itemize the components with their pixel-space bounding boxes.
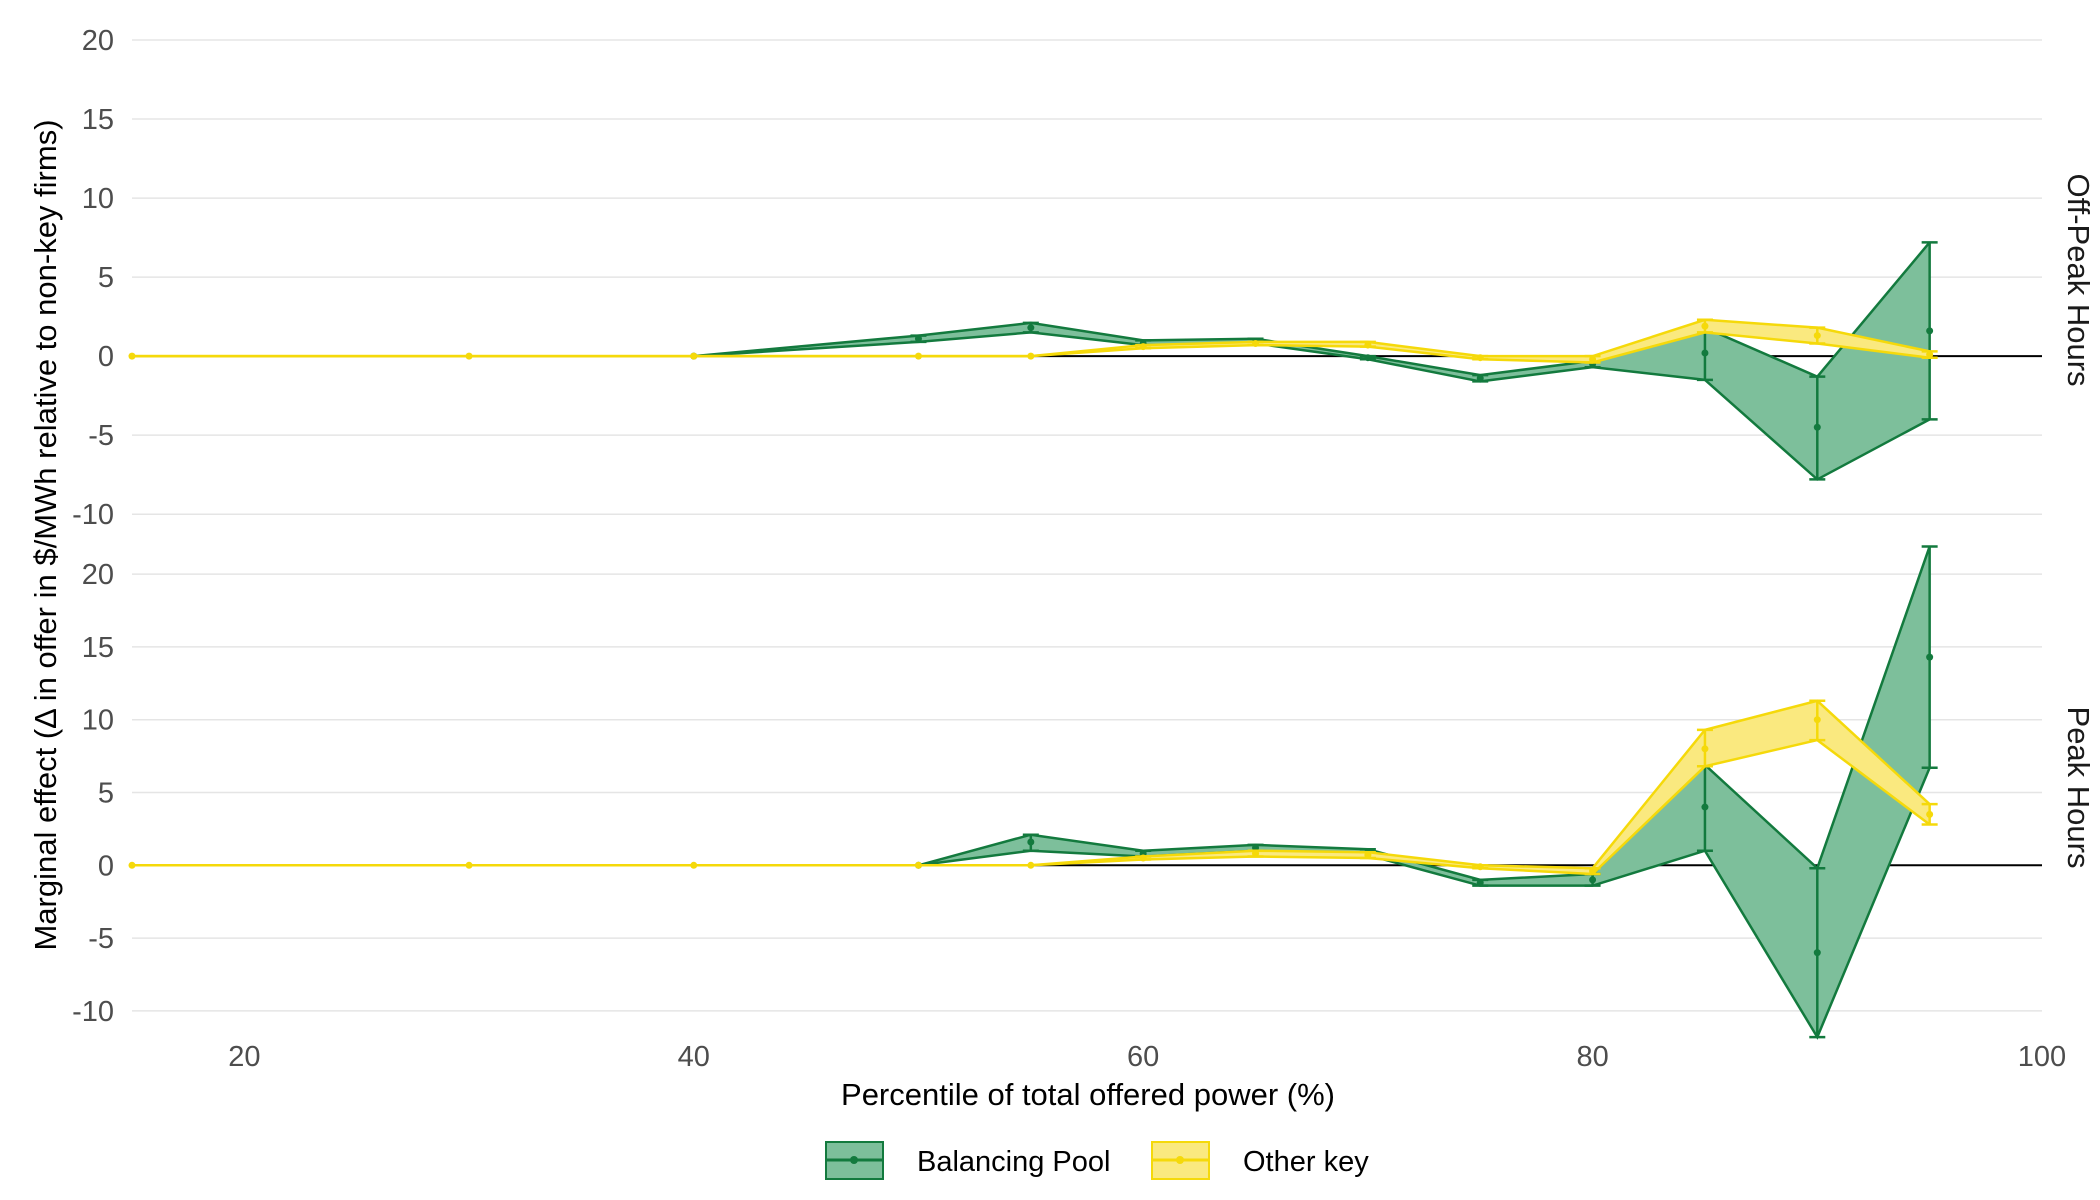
panel-peak-hours: -10 -5 0 5 10 15 20 Peak Hours	[72, 545, 2096, 1040]
data-point	[1813, 716, 1821, 724]
data-point	[1476, 374, 1484, 382]
facet-label: Off-Peak Hours	[2061, 173, 2096, 386]
data-point	[1926, 351, 1934, 359]
series-other-key	[128, 699, 1938, 876]
band-upper-line	[918, 546, 1931, 882]
y-tick-label: 5	[98, 778, 114, 810]
y-tick-label: -10	[72, 996, 114, 1028]
confidence-band	[918, 546, 1930, 1038]
data-point	[1813, 949, 1821, 957]
x-tick-label: 100	[2018, 1041, 2066, 1073]
data-point	[1813, 423, 1821, 431]
data-point	[1926, 810, 1934, 818]
data-point	[1027, 861, 1035, 869]
data-point	[1589, 876, 1597, 884]
data-point	[1476, 863, 1484, 871]
y-tick-label: 5	[98, 262, 114, 294]
x-tick-label: 60	[1127, 1041, 1159, 1073]
x-tick-label: 40	[678, 1041, 710, 1073]
data-point	[1589, 867, 1597, 875]
panel-off-peak-hours: -10 -5 0 5 10 15 20 Off-Peak Hours	[72, 25, 2096, 531]
data-point	[1926, 653, 1934, 661]
chart-panels: -10 -5 0 5 10 15 20 Off-Peak Hours -10 -5 0 5 10 15 20…	[72, 25, 2096, 1040]
y-tick-label: 10	[82, 183, 114, 215]
legend-label-other-key: Other key	[1243, 1146, 1369, 1178]
x-tick-label: 20	[228, 1041, 260, 1073]
series-other-key	[128, 318, 1938, 364]
data-point	[1589, 355, 1597, 363]
data-point	[1476, 879, 1484, 887]
data-point	[1364, 341, 1372, 349]
x-axis: 20 40 60 80 100	[228, 1041, 2066, 1073]
data-point	[1252, 850, 1260, 858]
data-point	[1139, 854, 1147, 862]
legend: Balancing Pool Other key	[825, 1141, 1369, 1180]
data-point	[1926, 327, 1934, 335]
data-point	[128, 352, 136, 360]
data-point	[1139, 343, 1147, 351]
confidence-band	[693, 242, 1930, 480]
data-point	[1027, 352, 1035, 360]
data-point	[1701, 745, 1709, 753]
data-point	[1701, 803, 1709, 811]
data-point	[1813, 332, 1821, 340]
data-point	[465, 352, 473, 360]
y-tick-label: 0	[98, 850, 114, 882]
data-point	[1252, 339, 1260, 347]
data-point	[690, 861, 698, 869]
data-point	[914, 861, 922, 869]
legend-key-balancing-pool	[825, 1141, 884, 1180]
data-point	[1701, 322, 1709, 330]
data-point	[1364, 354, 1372, 362]
data-point	[1476, 354, 1484, 362]
legend-label-balancing-pool: Balancing Pool	[917, 1146, 1110, 1178]
y-tick-label: -10	[72, 499, 114, 531]
legend-key-other-key	[1151, 1141, 1210, 1180]
data-point	[914, 335, 922, 343]
y-tick-label: -5	[88, 420, 114, 452]
data-point	[465, 861, 473, 869]
facet-label: Peak Hours	[2061, 707, 2096, 869]
y-axis-title: Marginal effect (Δ in offer in $/MWh rel…	[28, 119, 63, 950]
band-lower-line	[918, 767, 1931, 1040]
data-point	[1027, 838, 1035, 846]
y-tick-label: 20	[82, 25, 114, 57]
y-tick-label: -5	[88, 923, 114, 955]
data-point	[1364, 851, 1372, 859]
data-point	[914, 352, 922, 360]
x-tick-label: 80	[1576, 1041, 1608, 1073]
y-tick-label: 0	[98, 341, 114, 373]
x-axis-title: Percentile of total offered power (%)	[841, 1077, 1335, 1112]
y-tick-label: 20	[82, 559, 114, 591]
data-point	[1701, 349, 1709, 357]
data-point	[1027, 324, 1035, 332]
data-point	[128, 861, 136, 869]
y-tick-label: 15	[82, 632, 114, 664]
series-balancing-pool	[690, 241, 1938, 481]
y-tick-label: 10	[82, 705, 114, 737]
y-tick-label: 15	[82, 104, 114, 136]
data-point	[690, 352, 698, 360]
